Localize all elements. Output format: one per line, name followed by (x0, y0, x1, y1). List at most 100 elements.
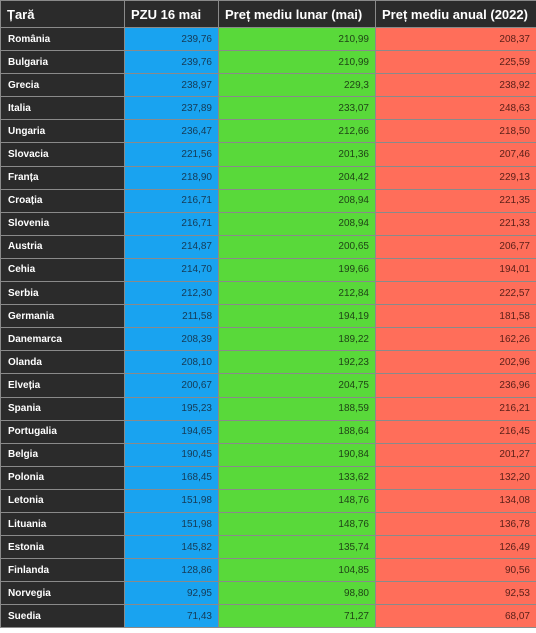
monthly-price-cell: 98,80 (218, 581, 376, 606)
country-cell: Suedia (0, 604, 125, 629)
pzu-cell: 194,65 (124, 419, 219, 444)
monthly-price-cell: 212,84 (218, 281, 376, 306)
annual-price-cell: 221,35 (375, 188, 536, 213)
pzu-cell: 236,47 (124, 119, 219, 144)
country-cell: Serbia (0, 281, 125, 306)
table-row: Slovenia 216,71 208,94 221,33 (0, 211, 536, 236)
table-row: Belgia 190,45 190,84 201,27 (0, 442, 536, 467)
country-cell: Letonia (0, 488, 125, 513)
annual-price-cell: 236,96 (375, 373, 536, 398)
pzu-cell: 208,39 (124, 327, 219, 352)
monthly-price-cell: 192,23 (218, 350, 376, 375)
annual-price-cell: 132,20 (375, 465, 536, 490)
annual-price-cell: 181,58 (375, 304, 536, 329)
pzu-cell: 145,82 (124, 535, 219, 560)
annual-price-cell: 218,50 (375, 119, 536, 144)
annual-price-cell: 207,46 (375, 142, 536, 167)
table-row: Lituania 151,98 148,76 136,78 (0, 511, 536, 537)
table-row: Polonia 168,45 133,62 132,20 (0, 465, 536, 490)
header-pzu-16-mai: PZU 16 mai (124, 0, 219, 28)
monthly-price-cell: 190,84 (218, 442, 376, 467)
header-monthly-average: Preț mediu lunar (mai) (218, 0, 376, 28)
annual-price-cell: 92,53 (375, 581, 536, 606)
pzu-cell: 190,45 (124, 442, 219, 467)
table-body: România 239,76 210,99 208,37 Bulgaria 239,76 2… (0, 26, 536, 629)
monthly-price-cell: 135,74 (218, 535, 376, 560)
country-cell: Bulgaria (0, 50, 125, 75)
pzu-cell: 212,30 (124, 281, 219, 306)
pzu-cell: 237,89 (124, 96, 219, 121)
country-cell: Finlanda (0, 558, 125, 583)
table-row: Franța 218,90 204,42 229,13 (0, 165, 536, 190)
pzu-cell: 214,87 (124, 234, 219, 259)
annual-price-cell: 194,01 (375, 257, 536, 283)
country-cell: Franța (0, 165, 125, 190)
pzu-cell: 238,97 (124, 73, 219, 98)
table-row: Finlanda 128,86 104,85 90,56 (0, 558, 536, 583)
country-cell: Slovenia (0, 211, 125, 236)
table-row: Slovacia 221,56 201,36 207,46 (0, 142, 536, 167)
monthly-price-cell: 148,76 (218, 511, 376, 537)
monthly-price-cell: 210,99 (218, 50, 376, 75)
monthly-price-cell: 208,94 (218, 188, 376, 213)
pzu-cell: 208,10 (124, 350, 219, 375)
table-row: Bulgaria 239,76 210,99 225,59 (0, 50, 536, 75)
table-row: Austria 214,87 200,65 206,77 (0, 234, 536, 259)
country-cell: Croația (0, 188, 125, 213)
monthly-price-cell: 194,19 (218, 304, 376, 329)
table-row: Serbia 212,30 212,84 222,57 (0, 281, 536, 306)
monthly-price-cell: 189,22 (218, 327, 376, 352)
annual-price-cell: 222,57 (375, 281, 536, 306)
annual-price-cell: 134,08 (375, 488, 536, 513)
country-cell: Elveția (0, 373, 125, 398)
table-row: Norvegia 92,95 98,80 92,53 (0, 581, 536, 606)
country-cell: Spania (0, 396, 125, 421)
table-row: Italia 237,89 233,07 248,63 (0, 96, 536, 121)
pzu-cell: 151,98 (124, 488, 219, 513)
monthly-price-cell: 148,76 (218, 488, 376, 513)
country-cell: Germania (0, 304, 125, 329)
header-annual-average: Preț mediu anual (2022) (375, 0, 536, 28)
table-row: Olanda 208,10 192,23 202,96 (0, 350, 536, 375)
annual-price-cell: 90,56 (375, 558, 536, 583)
annual-price-cell: 126,49 (375, 535, 536, 560)
country-cell: Austria (0, 234, 125, 259)
pzu-cell: 218,90 (124, 165, 219, 190)
annual-price-cell: 206,77 (375, 234, 536, 259)
pzu-cell: 221,56 (124, 142, 219, 167)
pzu-cell: 216,71 (124, 211, 219, 236)
monthly-price-cell: 210,99 (218, 26, 376, 52)
annual-price-cell: 216,21 (375, 396, 536, 421)
annual-price-cell: 136,78 (375, 511, 536, 537)
table-row: Estonia 145,82 135,74 126,49 (0, 535, 536, 560)
table-row: Elveția 200,67 204,75 236,96 (0, 373, 536, 398)
annual-price-cell: 202,96 (375, 350, 536, 375)
pzu-cell: 200,67 (124, 373, 219, 398)
country-cell: Estonia (0, 535, 125, 560)
pzu-cell: 195,23 (124, 396, 219, 421)
pzu-cell: 239,76 (124, 26, 219, 52)
annual-price-cell: 238,92 (375, 73, 536, 98)
table-row: Spania 195,23 188,59 216,21 (0, 396, 536, 421)
pzu-cell: 168,45 (124, 465, 219, 490)
annual-price-cell: 201,27 (375, 442, 536, 467)
monthly-price-cell: 204,75 (218, 373, 376, 398)
annual-price-cell: 229,13 (375, 165, 536, 190)
country-cell: Cehia (0, 257, 125, 283)
annual-price-cell: 162,26 (375, 327, 536, 352)
annual-price-cell: 248,63 (375, 96, 536, 121)
country-cell: România (0, 26, 125, 52)
pzu-cell: 92,95 (124, 581, 219, 606)
monthly-price-cell: 233,07 (218, 96, 376, 121)
pzu-cell: 216,71 (124, 188, 219, 213)
table-row: Grecia 238,97 229,3 238,92 (0, 73, 536, 98)
header-row: Țară PZU 16 mai Preț mediu lunar (mai) P… (0, 0, 536, 28)
table-row: Danemarca 208,39 189,22 162,26 (0, 327, 536, 352)
table-row: Suedia 71,43 71,27 68,07 (0, 604, 536, 629)
annual-price-cell: 208,37 (375, 26, 536, 52)
table-row: Croația 216,71 208,94 221,35 (0, 188, 536, 213)
monthly-price-cell: 212,66 (218, 119, 376, 144)
pzu-cell: 239,76 (124, 50, 219, 75)
annual-price-cell: 225,59 (375, 50, 536, 75)
